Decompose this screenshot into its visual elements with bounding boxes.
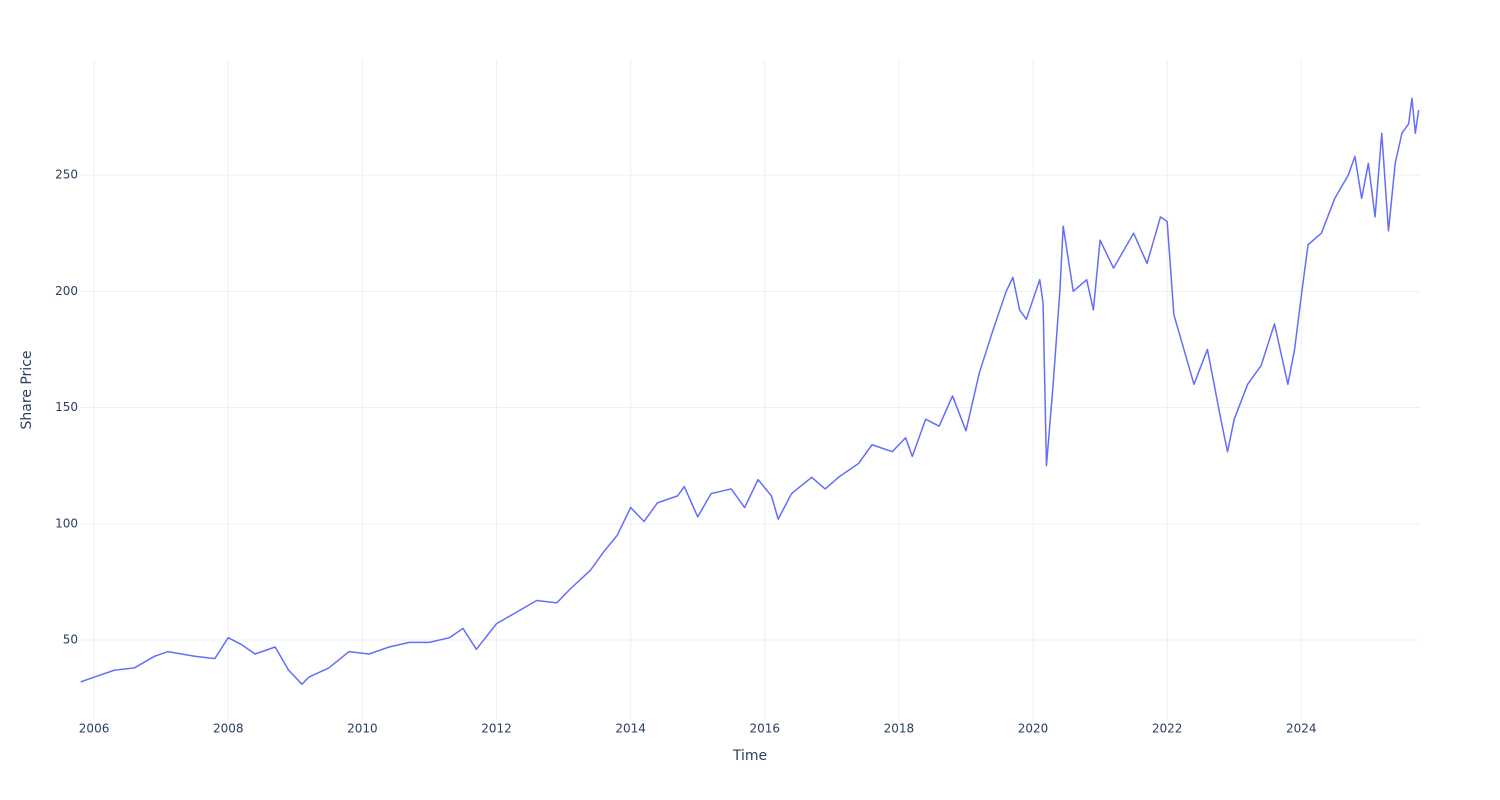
y-tick-label: 200 bbox=[55, 284, 78, 298]
y-tick-label: 150 bbox=[55, 400, 78, 414]
x-tick-label: 2014 bbox=[615, 722, 646, 736]
x-tick-label: 2006 bbox=[79, 722, 110, 736]
x-tick-label: 2008 bbox=[213, 722, 244, 736]
x-tick-label: 2016 bbox=[749, 722, 780, 736]
grid-layer bbox=[80, 60, 1420, 720]
x-axis-title: Time bbox=[732, 748, 767, 764]
y-tick-label: 100 bbox=[55, 516, 78, 530]
y-tick-label: 50 bbox=[63, 633, 78, 647]
price-line bbox=[80, 97, 1420, 685]
x-tick-label: 2020 bbox=[1018, 722, 1049, 736]
y-axis-title: Share Price bbox=[19, 350, 35, 429]
x-tick-label: 2018 bbox=[884, 722, 915, 736]
x-tick-label: 2024 bbox=[1286, 722, 1317, 736]
y-tick-label: 250 bbox=[55, 168, 78, 182]
x-tick-label: 2022 bbox=[1152, 722, 1183, 736]
x-tick-label: 2010 bbox=[347, 722, 378, 736]
x-tick-label: 2012 bbox=[481, 722, 512, 736]
plot-area bbox=[80, 97, 1420, 685]
